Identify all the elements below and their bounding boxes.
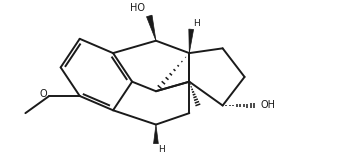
Text: O: O bbox=[40, 89, 47, 99]
Text: H: H bbox=[158, 145, 164, 154]
Text: OH: OH bbox=[261, 100, 276, 110]
Polygon shape bbox=[147, 15, 156, 41]
Text: H: H bbox=[193, 19, 200, 28]
Text: HO: HO bbox=[131, 3, 146, 13]
Polygon shape bbox=[189, 29, 194, 53]
Polygon shape bbox=[154, 125, 158, 144]
